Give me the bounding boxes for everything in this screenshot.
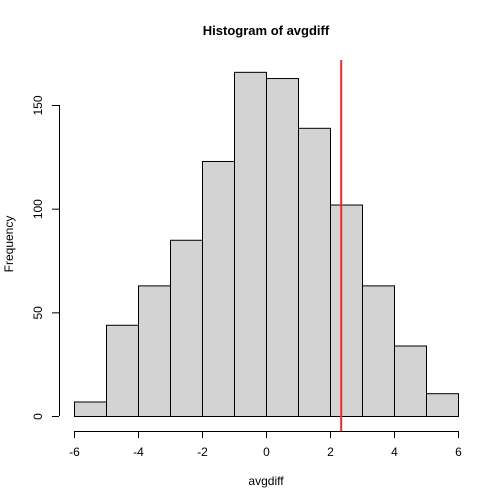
x-axis: -6 -4 -2 0 2 4 6	[69, 431, 462, 459]
x-tick-label: -6	[69, 445, 80, 459]
x-tick-label: -4	[133, 445, 144, 459]
y-tick-label: 150	[31, 95, 45, 115]
histogram-bar	[426, 393, 459, 417]
histogram-bar	[106, 324, 139, 418]
histogram-bar	[170, 239, 203, 417]
histogram-bar	[362, 285, 395, 417]
histogram-bar	[266, 78, 299, 418]
chart-title: Histogram of avgdiff	[203, 23, 330, 38]
x-tick-label: 4	[391, 445, 398, 459]
bars-group	[74, 71, 459, 418]
y-tick-label: 0	[31, 413, 45, 420]
y-tick-label: 100	[31, 199, 45, 219]
y-axis: 0 50 100 150	[31, 95, 60, 420]
x-tick-label: 6	[455, 445, 462, 459]
histogram-bar	[394, 345, 427, 417]
x-tick-label: -2	[197, 445, 208, 459]
x-axis-label: avgdiff	[248, 474, 284, 488]
histogram-bar	[234, 71, 267, 418]
histogram-bar	[202, 160, 235, 417]
histogram-bar	[74, 401, 107, 417]
histogram-bar	[298, 127, 331, 417]
histogram-bar	[138, 285, 171, 417]
y-axis-label: Frequency	[2, 216, 16, 273]
histogram-bar	[330, 204, 363, 417]
x-tick-label: 2	[327, 445, 334, 459]
y-tick-label: 50	[31, 306, 45, 320]
x-tick-label: 0	[263, 445, 270, 459]
